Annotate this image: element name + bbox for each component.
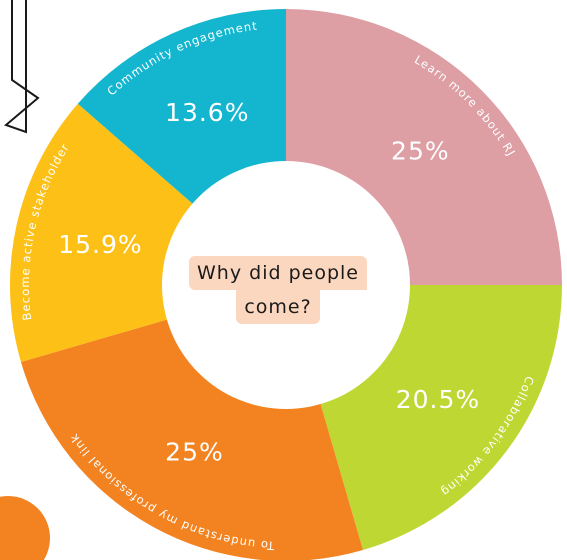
slice-value-label-3: 15.9%	[58, 230, 142, 259]
decorative-circle	[0, 496, 50, 560]
slice-value-label-2: 25%	[165, 437, 224, 466]
center-label-line-1: Why did people	[189, 256, 367, 290]
slice-value-label-1: 20.5%	[396, 385, 480, 414]
speech-bubble-outline	[4, 0, 40, 134]
slice-value-label-4: 13.6%	[165, 98, 249, 127]
slice-value-label-0: 25%	[391, 137, 450, 166]
center-label-line-2: come?	[236, 290, 320, 324]
center-label: Why did people come?	[166, 255, 390, 325]
